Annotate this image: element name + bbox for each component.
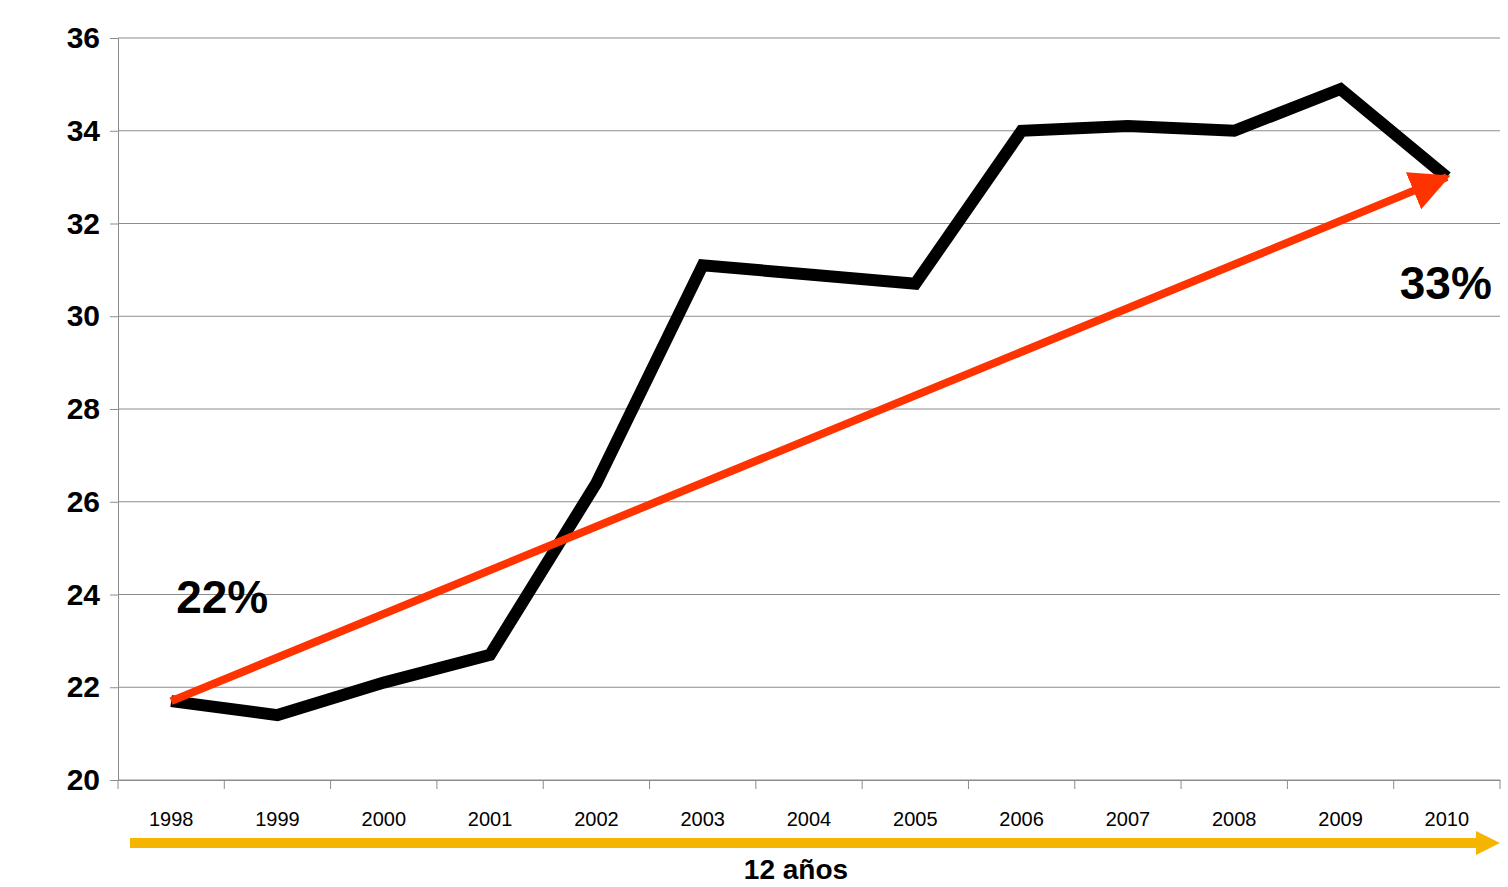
y-axis-line — [110, 39, 119, 781]
x-tick-label: 2008 — [1212, 808, 1257, 830]
x-tick: 2009 — [1318, 780, 1363, 830]
band-separator — [118, 780, 119, 789]
y-tick-mark — [110, 316, 118, 317]
x-tick-label: 1998 — [149, 808, 194, 830]
y-tick-mark — [110, 38, 118, 39]
x-axis: 1998 1999 2000 2001 2002 2003 2004 2005 2006 2007… — [118, 780, 1501, 830]
y-tick-label: 32 — [67, 207, 100, 240]
grid-line — [118, 316, 1500, 317]
x-tick-label: 2009 — [1318, 808, 1363, 830]
x-tick-label: 2007 — [1106, 808, 1151, 830]
y-tick: 20 — [67, 763, 118, 796]
y-tick-label: 24 — [67, 578, 101, 611]
y-tick: 26 — [67, 485, 118, 518]
x-tick: 1999 — [255, 780, 300, 830]
x-tick: 2007 — [1106, 780, 1151, 830]
y-tick-mark — [110, 502, 118, 503]
band-separator — [862, 780, 863, 789]
y-tick-mark — [110, 409, 118, 410]
annotation: 22% — [176, 571, 268, 623]
x-tick-label: 2001 — [468, 808, 512, 830]
x-tick-label: 1999 — [255, 808, 300, 830]
x-tick: 2000 — [362, 780, 407, 830]
grid-line — [118, 130, 1500, 131]
y-tick: 36 — [67, 21, 118, 54]
x-tick: 2004 — [787, 780, 832, 830]
plot-area — [171, 89, 1447, 715]
band-separator — [1393, 780, 1394, 789]
y-tick-label: 22 — [67, 670, 100, 703]
x-axis-line — [119, 780, 1501, 781]
x-tick: 1998 — [149, 780, 194, 830]
band-separator — [1074, 780, 1075, 789]
grid-line — [118, 501, 1500, 502]
band-separator — [755, 780, 756, 789]
y-tick: 24 — [67, 578, 118, 611]
y-tick: 22 — [67, 670, 118, 703]
y-tick: 28 — [67, 392, 118, 425]
period-arrowhead — [1476, 831, 1500, 855]
y-tick-label: 20 — [67, 763, 100, 796]
y-tick-label: 28 — [67, 392, 100, 425]
x-tick: 2005 — [893, 780, 938, 830]
band-separator — [968, 780, 969, 789]
grid-line — [118, 780, 1500, 781]
x-tick: 2002 — [574, 780, 619, 830]
band-separator — [543, 780, 544, 789]
y-tick-mark — [110, 131, 118, 132]
y-tick: 34 — [67, 114, 118, 147]
trend-arrow — [171, 177, 1447, 701]
grid-line — [118, 409, 1500, 410]
x-tick-label: 2010 — [1425, 808, 1470, 830]
band-separator — [649, 780, 650, 789]
x-tick: 2001 — [468, 780, 512, 830]
y-tick-label: 36 — [67, 21, 100, 54]
grid-line — [118, 38, 1500, 39]
y-axis: 20 22 24 26 28 30 32 34 36 — [67, 21, 119, 796]
x-tick-label: 2004 — [787, 808, 832, 830]
x-tick: 2006 — [999, 780, 1044, 830]
grid — [118, 38, 1500, 780]
x-tick-label: 2006 — [999, 808, 1044, 830]
y-tick: 32 — [67, 207, 118, 240]
band-separator — [224, 780, 225, 789]
x-tick: 2010 — [1425, 780, 1470, 830]
x-tick-label: 2002 — [574, 808, 619, 830]
band-separator — [1500, 780, 1501, 789]
x-tick-label: 2000 — [362, 808, 407, 830]
x-tick: 2003 — [680, 780, 725, 830]
y-tick-label: 30 — [67, 299, 100, 332]
y-tick-mark — [110, 780, 118, 781]
band-separator — [330, 780, 331, 789]
y-tick-label: 26 — [67, 485, 100, 518]
y-tick-mark — [110, 595, 118, 596]
line-series — [171, 89, 1447, 715]
x-tick-label: 2005 — [893, 808, 938, 830]
x-axis-title: 12 años — [744, 854, 848, 885]
y-tick-label: 34 — [67, 114, 101, 147]
y-tick: 30 — [67, 299, 118, 332]
grid-line — [118, 594, 1500, 595]
chart: 20 22 24 26 28 30 32 34 36 1998 1999 2000 2001 2002 20… — [0, 0, 1508, 887]
period-arrow — [130, 838, 1478, 848]
y-tick-mark — [110, 687, 118, 688]
x-tick: 2008 — [1212, 780, 1257, 830]
band-separator — [436, 780, 437, 789]
grid-line — [118, 223, 1500, 224]
y-tick-mark — [110, 224, 118, 225]
annotation: 33% — [1400, 257, 1492, 309]
grid-line — [118, 687, 1500, 688]
x-tick-label: 2003 — [680, 808, 725, 830]
band-separator — [1181, 780, 1182, 789]
band-separator — [1287, 780, 1288, 789]
